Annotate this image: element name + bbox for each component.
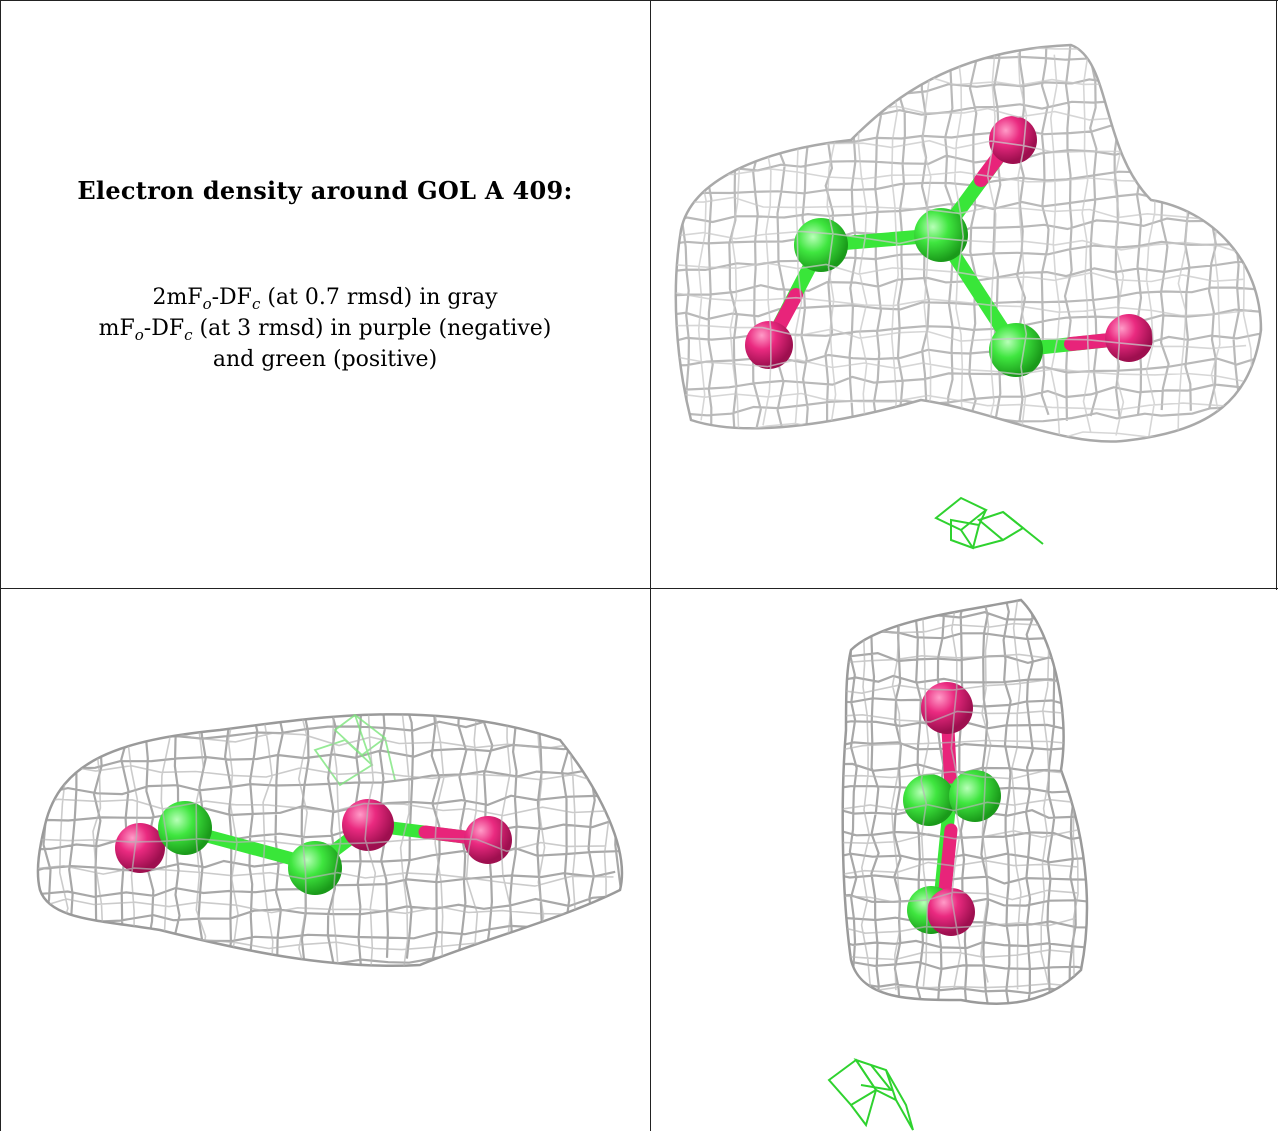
carbon-atom [989, 323, 1043, 377]
oxygen-atom [927, 888, 975, 936]
figure-title: Electron density around GOL A 409: [77, 176, 573, 205]
mesh-outline [674, 43, 1263, 443]
legend-text: (at 0.7 rmsd) in gray [260, 285, 498, 310]
oxygen-atom [745, 321, 793, 369]
carbon-atom [794, 218, 848, 272]
density-view-top-right [651, 0, 1278, 588]
oxygen-atom [464, 816, 512, 864]
oxygen-atom [1105, 314, 1153, 362]
mesh-outline [841, 598, 1089, 1005]
legend-text: (at 3 rmsd) in purple (negative) [192, 316, 552, 341]
vertical-divider [650, 0, 651, 1131]
positive-density-blob [934, 496, 1044, 550]
mesh-over-model [37, 714, 614, 966]
legend-line-1: 2mFo-DFc (at 0.7 rmsd) in gray [0, 282, 650, 313]
horizontal-divider [0, 588, 1278, 589]
glycerol-model [903, 682, 1001, 936]
mesh-lines [37, 714, 614, 966]
mesh-view-svg [674, 43, 1263, 550]
legend-sub: c [251, 295, 261, 313]
positive-density-blob [827, 1058, 914, 1131]
density-legend: 2mFo-DFc (at 0.7 rmsd) in gray mFo-DFc (… [0, 282, 650, 375]
oxygen-atom [342, 799, 394, 851]
carbon-atom [158, 801, 212, 855]
mesh-outline [36, 713, 624, 968]
oxygen-atom [115, 823, 165, 873]
carbon-atom [288, 841, 342, 895]
legend-sub: o [134, 326, 144, 344]
mesh-lines [37, 714, 622, 966]
mesh-view-svg [827, 598, 1089, 1131]
left-border [0, 0, 1, 1131]
density-view-bottom-right [651, 590, 1278, 1131]
legend-sub: o [202, 295, 212, 313]
density-view-bottom-left [0, 590, 650, 1131]
legend-text: 2mF [152, 285, 203, 310]
mesh-2mfo-dfc [37, 714, 622, 966]
oxygen-atom [989, 116, 1037, 164]
legend-line-3: and green (positive) [212, 347, 438, 372]
legend-text: mF [98, 316, 135, 341]
carbon-atom [903, 774, 955, 826]
description-panel: Electron density around GOL A 409: 2mFo-… [0, 0, 650, 588]
mesh-view-svg [36, 713, 624, 968]
legend-line-2: mFo-DFc (at 3 rmsd) in purple (negative) [0, 313, 650, 344]
legend-text: -DF [211, 285, 252, 310]
legend-text: -DF [143, 316, 185, 341]
legend-sub: c [184, 326, 193, 344]
top-border [0, 0, 1278, 1]
right-border [1276, 0, 1277, 590]
